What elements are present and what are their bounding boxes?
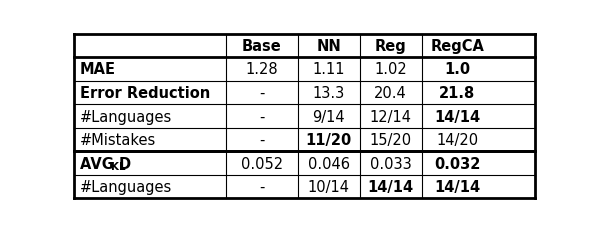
Text: -: - bbox=[259, 179, 264, 194]
Text: 0.046: 0.046 bbox=[308, 156, 350, 171]
Text: 20.4: 20.4 bbox=[374, 86, 407, 101]
Text: AVG D: AVG D bbox=[80, 156, 131, 171]
Text: 14/20: 14/20 bbox=[437, 133, 479, 147]
Text: 1.02: 1.02 bbox=[374, 62, 407, 77]
Text: 11/20: 11/20 bbox=[305, 133, 352, 147]
Text: 0.032: 0.032 bbox=[434, 156, 481, 171]
Text: 15/20: 15/20 bbox=[369, 133, 412, 147]
Text: 0.052: 0.052 bbox=[241, 156, 283, 171]
Text: 1.28: 1.28 bbox=[245, 62, 278, 77]
Text: RegCA: RegCA bbox=[431, 39, 485, 54]
Text: 12/14: 12/14 bbox=[369, 109, 412, 124]
Text: 1.11: 1.11 bbox=[312, 62, 345, 77]
Text: #Languages: #Languages bbox=[80, 179, 172, 194]
Text: -: - bbox=[259, 109, 264, 124]
Text: MAE: MAE bbox=[80, 62, 116, 77]
Text: 10/14: 10/14 bbox=[308, 179, 350, 194]
Text: 21.8: 21.8 bbox=[440, 86, 476, 101]
Text: 14/14: 14/14 bbox=[368, 179, 414, 194]
Text: 9/14: 9/14 bbox=[312, 109, 345, 124]
Text: Base: Base bbox=[242, 39, 282, 54]
Text: NN: NN bbox=[316, 39, 341, 54]
Text: 0.033: 0.033 bbox=[370, 156, 412, 171]
Text: -: - bbox=[259, 133, 264, 147]
Text: 13.3: 13.3 bbox=[312, 86, 345, 101]
Text: #Mistakes: #Mistakes bbox=[80, 133, 156, 147]
Text: 1.0: 1.0 bbox=[444, 62, 470, 77]
Text: 14/14: 14/14 bbox=[434, 109, 481, 124]
Text: KL: KL bbox=[111, 161, 126, 171]
Text: Error Reduction: Error Reduction bbox=[80, 86, 210, 101]
Text: -: - bbox=[259, 86, 264, 101]
Text: 14/14: 14/14 bbox=[434, 179, 481, 194]
Text: #Languages: #Languages bbox=[80, 109, 172, 124]
Text: Reg: Reg bbox=[375, 39, 407, 54]
